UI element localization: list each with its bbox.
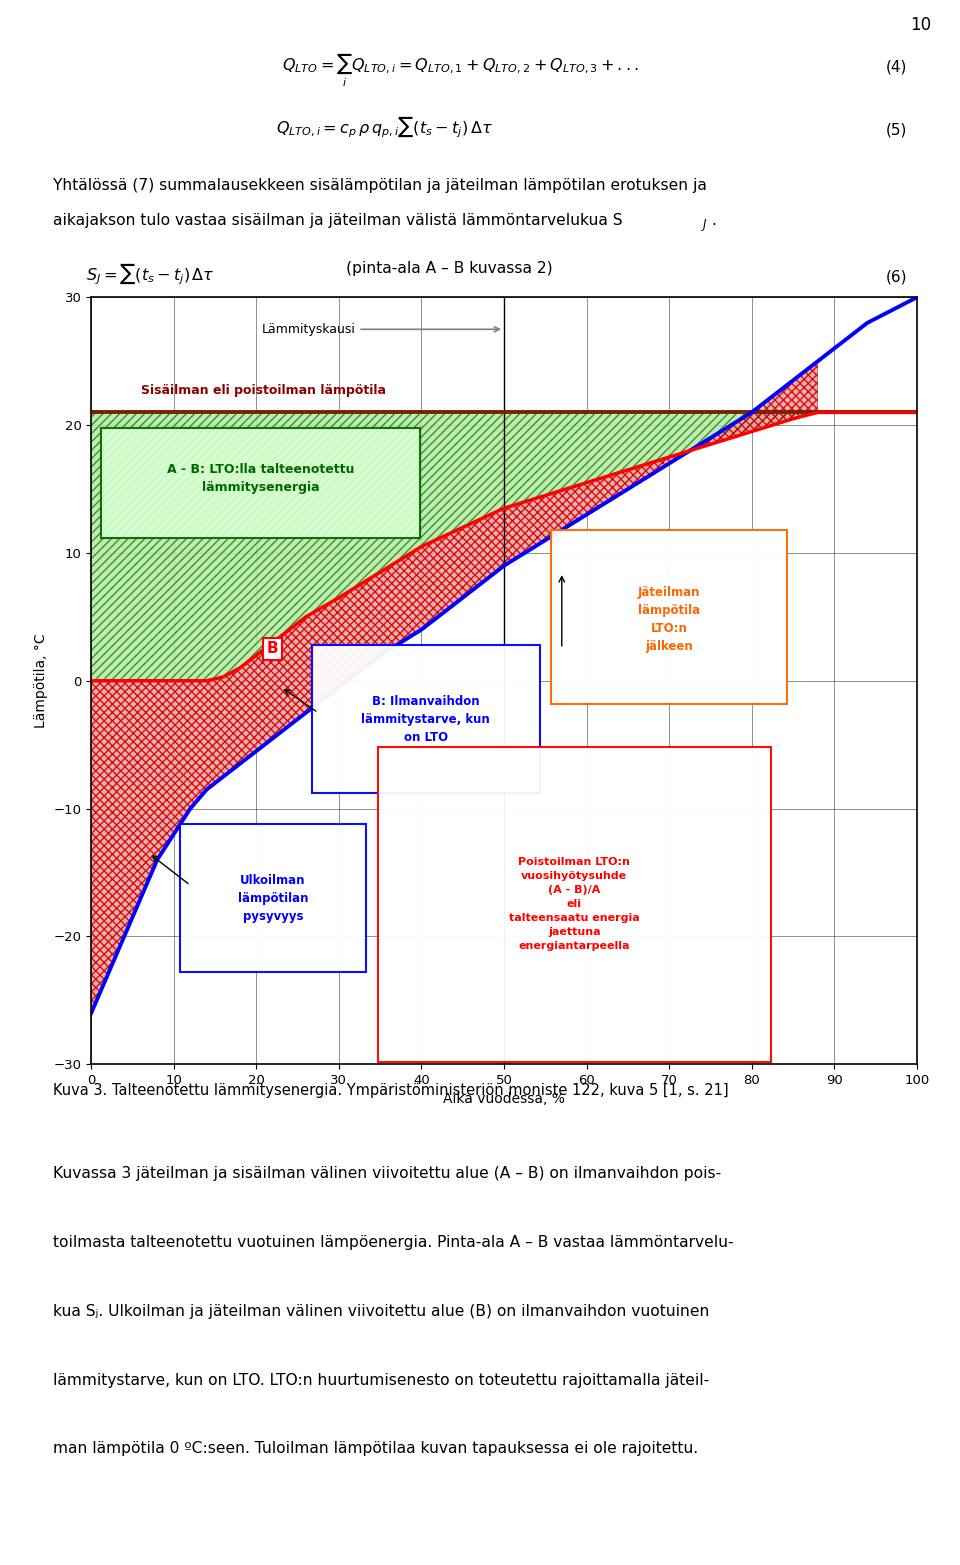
Text: Lämmityskausi: Lämmityskausi	[261, 322, 499, 336]
Polygon shape	[91, 362, 818, 1013]
Polygon shape	[91, 412, 917, 681]
Text: Jäteilman
lämpötila
LTO:n
jälkeen: Jäteilman lämpötila LTO:n jälkeen	[637, 585, 701, 653]
Text: Kuva 3. Talteenotettu lämmitysenergia. Ympäristöministeriön moniste 122, kuva 5 : Kuva 3. Talteenotettu lämmitysenergia. Y…	[53, 1083, 729, 1099]
Text: $\mathit{Q}_{LTO,i} = c_p \, \rho \, q_{p,i} \sum (t_s - t_j) \, \Delta\tau$: $\mathit{Q}_{LTO,i} = c_p \, \rho \, q_{…	[276, 114, 492, 139]
Text: aikajakson tulo vastaa sisäilman ja jäteilman välistä lämmöntarvelukua S: aikajakson tulo vastaa sisäilman ja jäte…	[53, 213, 622, 228]
FancyBboxPatch shape	[180, 823, 366, 972]
Text: .: .	[711, 213, 716, 228]
FancyBboxPatch shape	[377, 747, 771, 1061]
Y-axis label: Lämpötila, °C: Lämpötila, °C	[34, 634, 48, 728]
Text: B: B	[267, 642, 278, 656]
X-axis label: Aika vuodessa, %: Aika vuodessa, %	[444, 1092, 564, 1106]
Text: A - B: LTO:lla talteenotettu
lämmitysenergia: A - B: LTO:lla talteenotettu lämmitysene…	[167, 463, 354, 495]
Text: Kuvassa 3 jäteilman ja sisäilman välinen viivoitettu alue (A – B) on ilmanvaihdo: Kuvassa 3 jäteilman ja sisäilman välinen…	[53, 1166, 721, 1182]
Text: Sisäilman eli poistoilman lämpötila: Sisäilman eli poistoilman lämpötila	[141, 383, 386, 398]
Text: (pinta-ala A – B kuvassa 2): (pinta-ala A – B kuvassa 2)	[346, 261, 552, 277]
Text: $\mathit{S}_J = \sum (t_s - t_j) \, \Delta\tau$: $\mathit{S}_J = \sum (t_s - t_j) \, \Del…	[86, 261, 215, 286]
Text: (5): (5)	[886, 122, 907, 138]
Text: man lämpötila 0 ºC:seen. Tuloilman lämpötilaa kuvan tapauksessa ei ole rajoitett: man lämpötila 0 ºC:seen. Tuloilman lämpö…	[53, 1441, 698, 1457]
FancyBboxPatch shape	[312, 645, 540, 793]
Text: Ulkoilman
lämpötilan
pysyvyys: Ulkoilman lämpötilan pysyvyys	[237, 873, 308, 922]
Text: $\mathit{Q}_{LTO} = \sum_{i} \mathit{Q}_{LTO,i} = \mathit{Q}_{LTO,1} + \mathit{Q: $\mathit{Q}_{LTO} = \sum_{i} \mathit{Q}_…	[282, 52, 639, 89]
Text: toilmasta talteenotettu vuotuinen lämpöenergia. Pinta-ala A – B vastaa lämmöntar: toilmasta talteenotettu vuotuinen lämpöe…	[53, 1235, 733, 1250]
Text: B: Ilmanvaihdon
lämmitystarve, kun
on LTO: B: Ilmanvaihdon lämmitystarve, kun on LT…	[361, 695, 490, 743]
Text: J: J	[703, 218, 707, 232]
Text: lämmitystarve, kun on LTO. LTO:n huurtumisenesto on toteutettu rajoittamalla jät: lämmitystarve, kun on LTO. LTO:n huurtum…	[53, 1373, 709, 1388]
Text: (4): (4)	[886, 59, 907, 75]
Text: (6): (6)	[886, 269, 907, 285]
Text: kua Sⱼ. Ulkoilman ja jäteilman välinen viivoitettu alue (B) on ilmanvaihdon vuot: kua Sⱼ. Ulkoilman ja jäteilman välinen v…	[53, 1304, 709, 1319]
FancyBboxPatch shape	[551, 531, 787, 704]
Text: 10: 10	[910, 16, 931, 34]
Text: Yhtälössä (7) summalausekkeen sisälämpötilan ja jäteilman lämpötilan erotuksen j: Yhtälössä (7) summalausekkeen sisälämpöt…	[53, 178, 707, 194]
FancyBboxPatch shape	[101, 427, 420, 538]
Text: Poistoilman LTO:n
vuosihyötysuhde
(A - B)/A
eli
talteensaatu energia
jaettuna
en: Poistoilman LTO:n vuosihyötysuhde (A - B…	[509, 858, 639, 952]
